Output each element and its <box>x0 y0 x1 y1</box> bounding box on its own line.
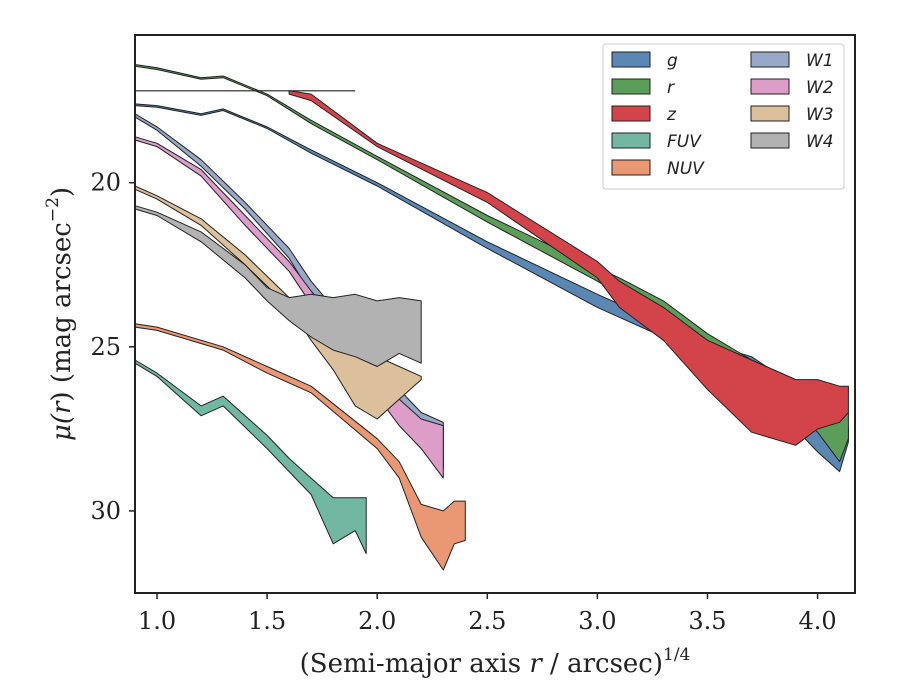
y-axis-label: μ(r) (mag arcsec−2) <box>43 187 77 441</box>
series-area-z <box>288 90 849 446</box>
y-tick-label: 30 <box>90 497 121 525</box>
x-tick-label: 2.0 <box>358 607 396 635</box>
legend-label-W4: W4 <box>806 132 834 152</box>
series-area-FUV <box>134 359 367 555</box>
legend-label-r: r <box>667 78 675 98</box>
legend-swatch-W2 <box>750 78 790 95</box>
series-area-W3 <box>134 185 422 420</box>
legend-swatch-g <box>611 51 651 68</box>
y-tick-label: 25 <box>90 333 121 361</box>
legend-swatch-W4 <box>750 132 790 149</box>
legend-swatch-r <box>611 78 651 95</box>
series-area-W2 <box>134 136 444 479</box>
x-tick-label: 2.5 <box>468 607 506 635</box>
series-area-NUV <box>134 323 466 571</box>
legend-label-W3: W3 <box>806 105 834 125</box>
series-area-g <box>134 103 849 473</box>
legend-label-W1: W1 <box>806 51 834 71</box>
x-axis-label: (Semi-major axis r / arcsec)1/4 <box>300 645 691 679</box>
x-tick-label: 3.0 <box>578 607 616 635</box>
legend-label-NUV: NUV <box>667 159 705 179</box>
legend-swatch-FUV <box>611 132 651 149</box>
x-tick-label: 4.0 <box>798 607 836 635</box>
legend-label-g: g <box>667 51 678 71</box>
series-areas <box>134 64 849 571</box>
x-tick-label: 3.5 <box>688 607 726 635</box>
x-tick-label: 1.0 <box>138 607 176 635</box>
legend-label-FUV: FUV <box>667 132 702 152</box>
plot-frame <box>134 34 856 594</box>
legend-label-W2: W2 <box>806 78 834 98</box>
legend-label-z: z <box>666 105 677 125</box>
x-axis: 1.0 1.5 2.0 2.5 3.0 3.5 4.0 <box>138 593 837 635</box>
legend-swatch-W3 <box>750 105 790 122</box>
legend-swatch-W1 <box>750 51 790 68</box>
legend: grz FUV NUV W1 W2 W3 W4 <box>602 43 845 190</box>
y-tick-label: 20 <box>90 169 121 197</box>
series-area-r <box>134 64 849 463</box>
legend-swatch-NUV <box>611 159 651 176</box>
series-area-W4 <box>134 205 422 367</box>
y-axis: 20 25 30 <box>90 169 135 525</box>
legend-swatch-z <box>611 105 651 122</box>
x-tick-label: 1.5 <box>248 607 286 635</box>
